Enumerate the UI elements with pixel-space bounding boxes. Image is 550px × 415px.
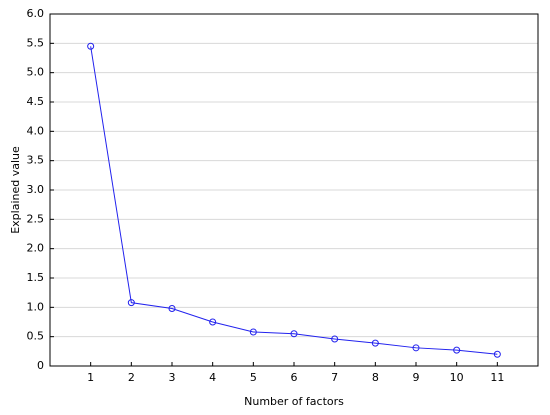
y-tick-label: 5.5: [27, 36, 45, 49]
y-tick-label: 3.0: [27, 183, 45, 196]
y-tick-label: 2.5: [27, 212, 45, 225]
x-tick-label: 5: [250, 371, 257, 384]
x-tick-label: 11: [490, 371, 504, 384]
y-tick-label: 1.5: [27, 271, 45, 284]
series-line: [90, 46, 498, 355]
data-point: [127, 299, 135, 307]
y-axis-label: Explained value: [9, 146, 22, 234]
y-tick-label: 5.0: [27, 66, 45, 79]
y-tick-label: 0: [37, 359, 44, 372]
y-tick-label: 0.5: [27, 330, 45, 343]
data-point: [168, 305, 176, 313]
x-tick-label: 3: [169, 371, 176, 384]
y-tick-label: 4.5: [27, 95, 45, 108]
x-tick-label: 2: [128, 371, 135, 384]
x-tick-label: 7: [331, 371, 338, 384]
x-tick-label: 10: [450, 371, 464, 384]
data-point: [209, 318, 217, 326]
data-point: [493, 350, 501, 358]
data-point: [453, 346, 461, 354]
y-tick-label: 3.5: [27, 154, 45, 167]
data-point: [371, 339, 379, 347]
x-tick-label: 4: [209, 371, 216, 384]
data-point: [331, 335, 339, 343]
y-tick-label: 2.0: [27, 242, 45, 255]
x-axis-label: Number of factors: [244, 395, 344, 408]
data-point: [412, 344, 420, 352]
x-tick-label: 9: [413, 371, 420, 384]
data-point: [290, 330, 298, 338]
plot-frame: [49, 13, 539, 367]
y-tick-label: 1.0: [27, 300, 45, 313]
y-tick-label: 6.0: [27, 7, 45, 20]
x-tick-label: 6: [291, 371, 298, 384]
x-tick-label: 1: [87, 371, 94, 384]
y-tick-label: 4.0: [27, 124, 45, 137]
x-tick-label: 8: [372, 371, 379, 384]
data-point: [87, 42, 95, 50]
data-point: [249, 328, 257, 336]
